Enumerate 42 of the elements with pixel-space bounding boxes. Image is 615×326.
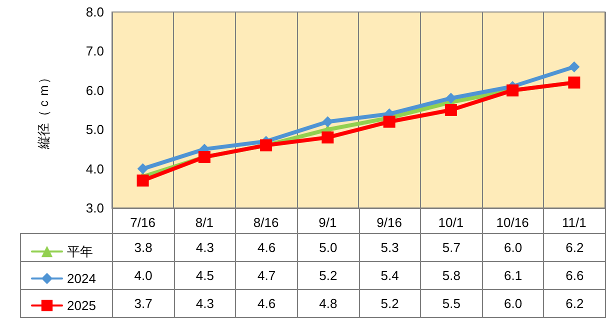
data-label: 5.4 — [359, 261, 421, 289]
data-label: 4.3 — [174, 289, 236, 317]
y-tick-label: 7.0 — [86, 44, 104, 59]
x-tick-label: 9/1 — [318, 215, 337, 230]
y-tick-label: 6.0 — [86, 82, 104, 98]
x-tick-label: 11/1 — [562, 215, 586, 230]
legend-label: 2025 — [67, 298, 96, 313]
legend-label: 2024 — [67, 271, 96, 286]
x-tick-label: 8/1 — [195, 215, 214, 230]
data-label: 6.2 — [544, 233, 606, 261]
data-label: 5.2 — [359, 289, 421, 317]
x-tick-label: 8/16 — [253, 215, 279, 230]
y-tick-label: 5.0 — [86, 122, 104, 138]
data-label: 6.0 — [482, 289, 544, 317]
data-label: 4.6 — [236, 289, 298, 317]
data-label: 6.0 — [482, 233, 544, 261]
data-label: 3.7 — [112, 289, 174, 317]
data-label: 5.5 — [420, 289, 482, 317]
data-label: 4.3 — [174, 233, 236, 261]
data-label: 6.2 — [544, 289, 606, 317]
data-label: 4.5 — [174, 261, 236, 289]
data-label: 6.1 — [482, 261, 544, 289]
data-label: 3.8 — [112, 233, 174, 261]
legend-label: 平年 — [67, 244, 93, 259]
data-label: 5.2 — [297, 261, 359, 289]
data-label: 4.6 — [236, 233, 298, 261]
data-label: 4.8 — [297, 289, 359, 317]
data-label: 5.8 — [420, 261, 482, 289]
data-label: 5.3 — [359, 233, 421, 261]
y-tick-label: 3.0 — [86, 200, 104, 216]
data-label: 6.6 — [544, 261, 606, 289]
data-label: 5.7 — [420, 233, 482, 261]
x-tick-label: 10/1 — [438, 215, 464, 230]
data-label: 4.7 — [236, 261, 298, 289]
data-label: 4.0 — [112, 261, 174, 289]
y-tick-label: 8.0 — [86, 4, 104, 20]
y-tick-label: 4.0 — [86, 161, 104, 176]
x-tick-label: 9/16 — [376, 215, 402, 230]
y-axis-title: 縦径（ｃｍ） — [36, 71, 51, 150]
x-tick-label: 7/16 — [130, 215, 156, 230]
x-tick-label: 10/16 — [496, 215, 529, 230]
data-label: 5.0 — [297, 233, 359, 261]
